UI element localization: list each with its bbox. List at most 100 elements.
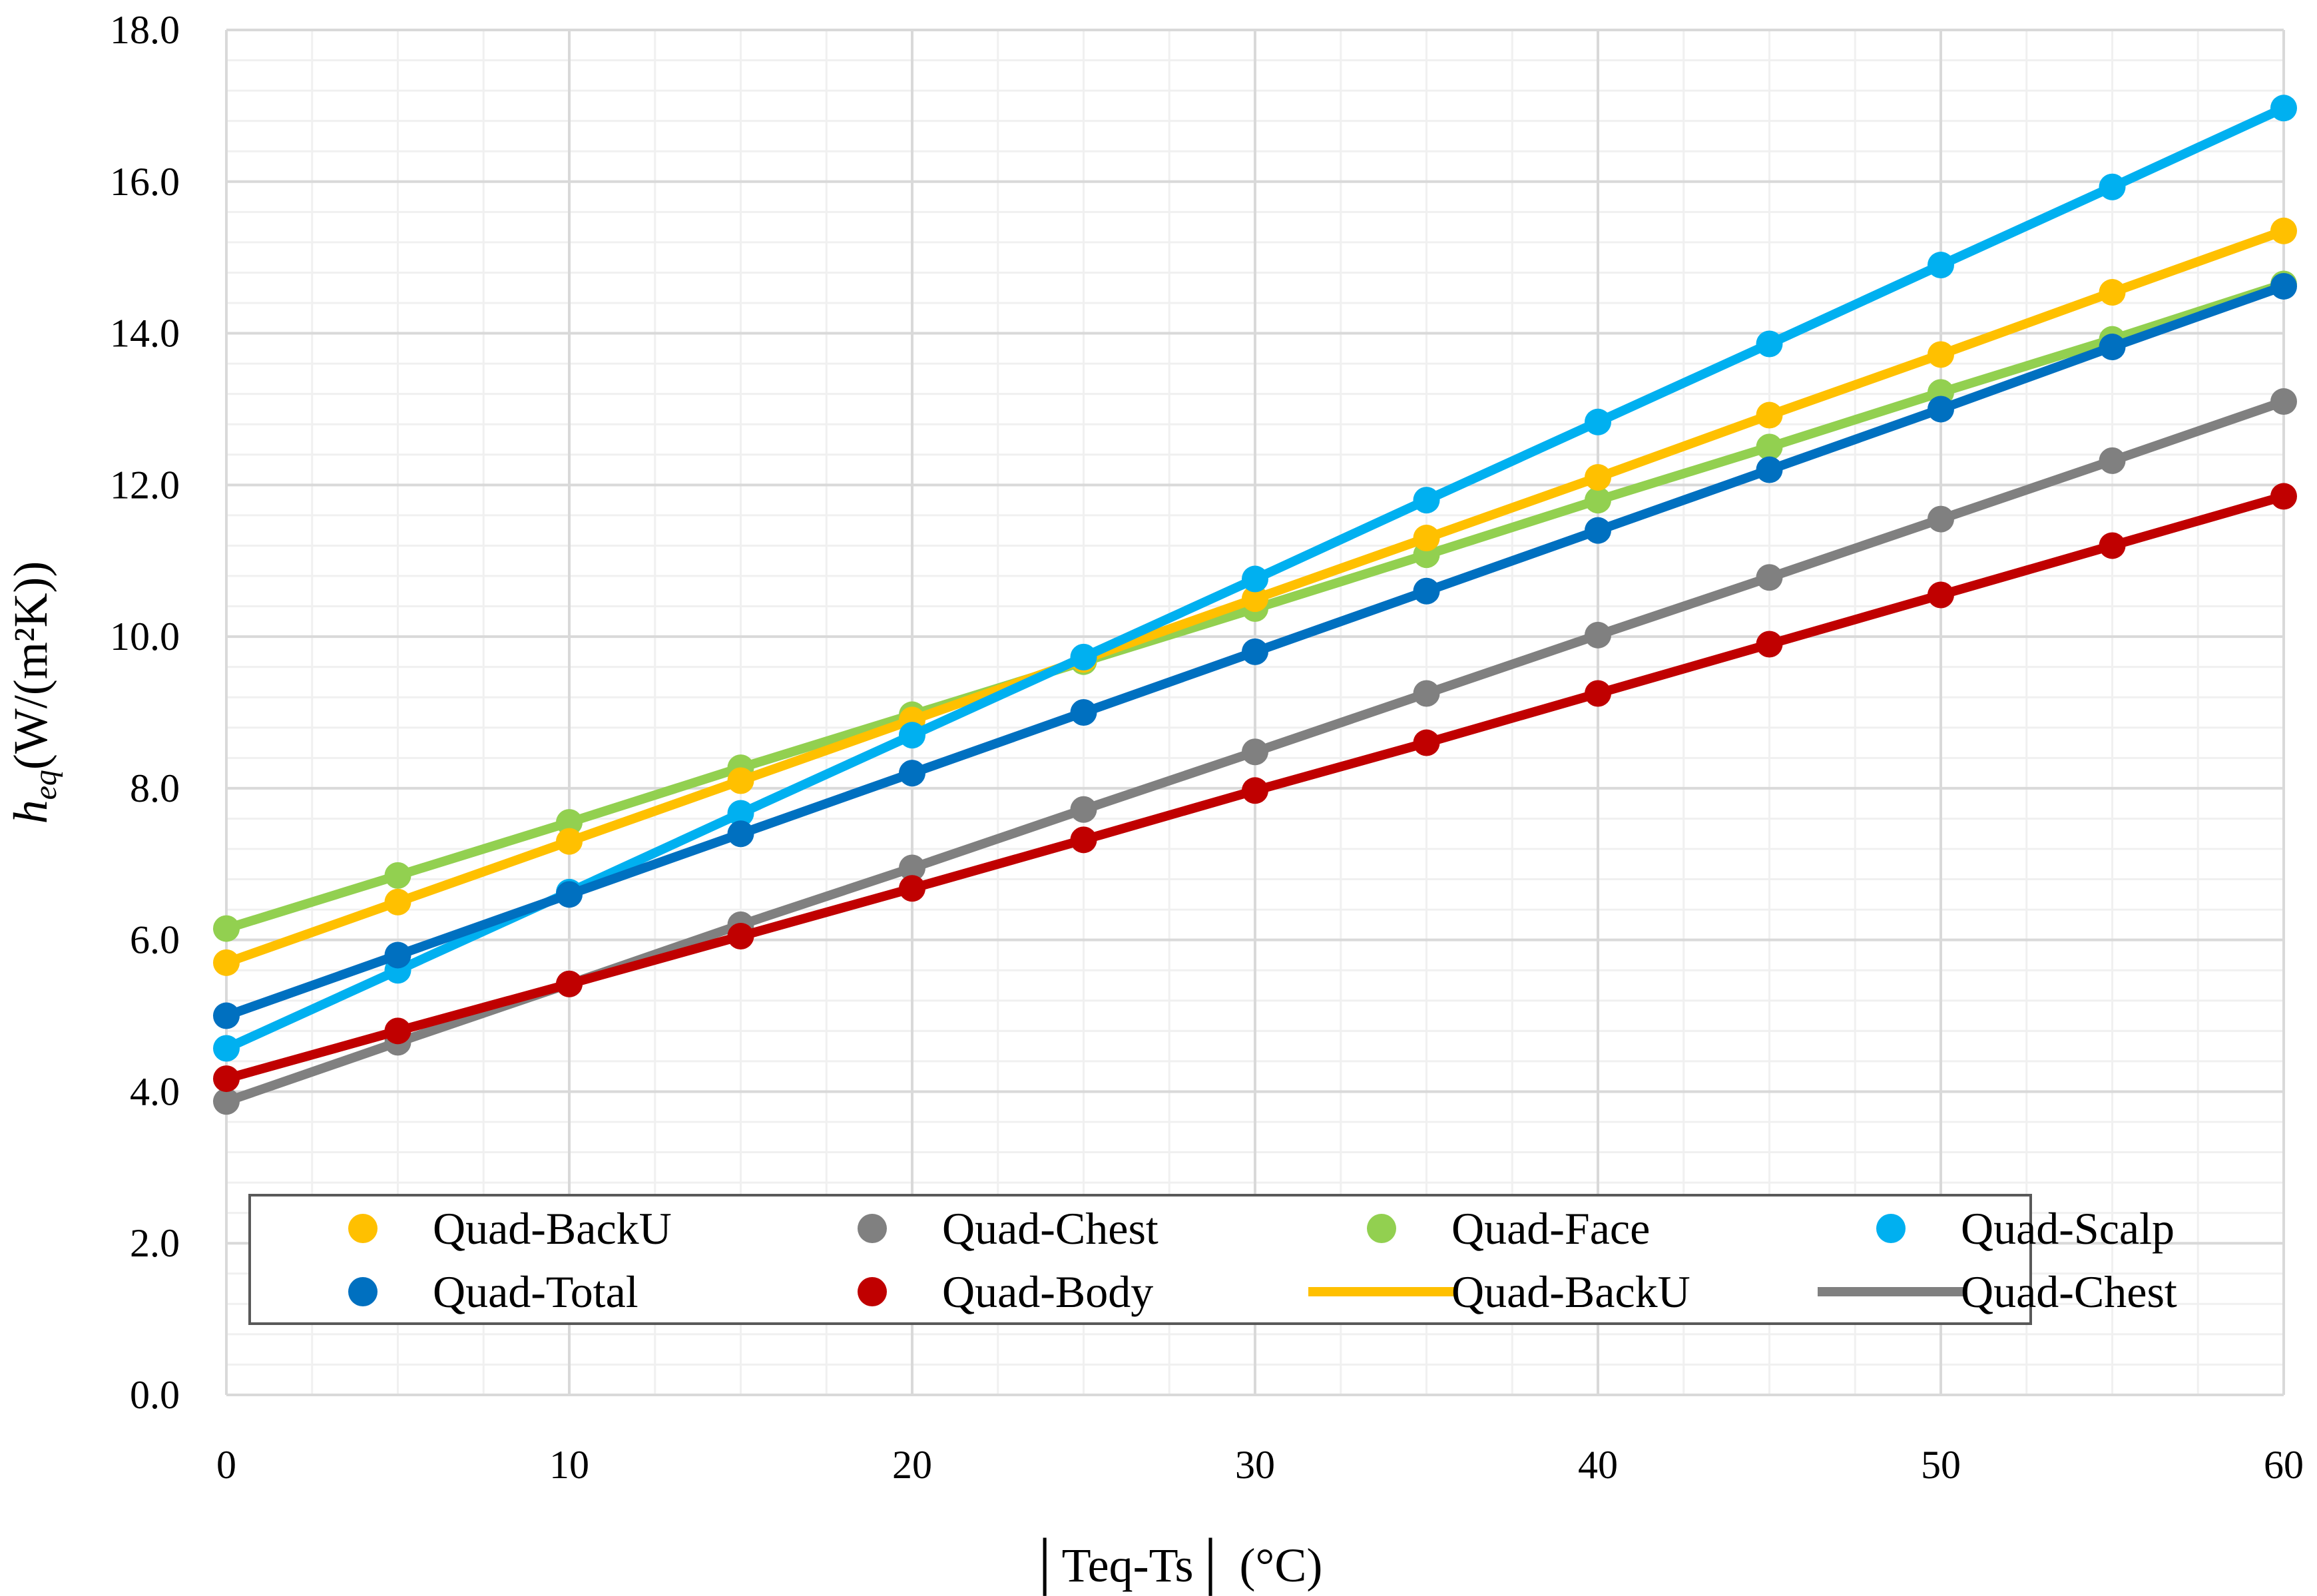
data-point [899, 760, 925, 787]
legend-label: Quad-Face [1451, 1203, 1650, 1254]
legend-item: Quad-BackU [1308, 1266, 1690, 1317]
data-point [1585, 680, 1611, 707]
y-tick-label: 0.0 [130, 1373, 180, 1417]
data-point [2099, 279, 2126, 306]
data-point [2099, 334, 2126, 361]
data-point [1070, 699, 1097, 726]
y-tick-label: 6.0 [130, 918, 180, 962]
major-gridlines [225, 29, 2285, 1396]
data-point [213, 1035, 240, 1062]
y-axis-title: heq(W/(m²K)) [4, 561, 63, 824]
x-tick-label: 0 [216, 1443, 236, 1487]
legend-item: Quad-Body [858, 1266, 1153, 1317]
data-point [556, 970, 583, 997]
data-point [1413, 680, 1440, 707]
data-point [1756, 564, 1783, 591]
data-point [1585, 517, 1611, 544]
y-tick-label: 12.0 [110, 463, 180, 507]
data-point [213, 915, 240, 942]
data-point [1070, 826, 1097, 854]
data-point [384, 862, 411, 889]
y-tick-label: 4.0 [130, 1069, 180, 1113]
data-point [727, 922, 754, 949]
data-point [899, 875, 925, 902]
data-point [2270, 388, 2297, 415]
x-tick-label: 60 [2264, 1443, 2304, 1487]
data-point [1242, 585, 1268, 613]
legend-marker [1367, 1214, 1396, 1243]
data-point [213, 949, 240, 976]
data-point [1756, 456, 1783, 483]
x-axis-title: │Teq-Ts│ (°C) [1028, 1537, 1323, 1596]
data-point [556, 881, 583, 908]
legend-label: Quad-BackU [433, 1203, 672, 1254]
legend-marker [348, 1214, 378, 1243]
data-point [1242, 777, 1268, 804]
series-quad-total [213, 272, 2297, 1029]
data-point [1242, 638, 1268, 665]
data-point [2270, 95, 2297, 122]
data-point [899, 722, 925, 749]
legend-item: Quad-Chest [1818, 1266, 2177, 1317]
legend-label: Quad-Chest [1961, 1266, 2177, 1317]
legend-label: Quad-Total [433, 1266, 639, 1317]
data-point [1070, 796, 1097, 823]
data-point [2099, 447, 2126, 474]
legend-label: Quad-BackU [1451, 1266, 1690, 1317]
data-point [556, 809, 583, 836]
x-tick-label: 10 [549, 1443, 589, 1487]
legend-label: Quad-Scalp [1961, 1203, 2175, 1254]
legend-marker [1876, 1214, 1906, 1243]
legend-marker [348, 1277, 378, 1306]
data-point [1928, 396, 1954, 423]
data-point [213, 1065, 240, 1093]
data-point [1070, 643, 1097, 670]
legend-label: Quad-Chest [942, 1203, 1158, 1254]
legend-item: Quad-Face [1367, 1203, 1650, 1254]
legend-item: Quad-Scalp [1876, 1203, 2175, 1254]
data-point [1413, 525, 1440, 552]
legend-label: Quad-Body [942, 1266, 1153, 1317]
y-tick-label: 18.0 [110, 8, 180, 52]
legend-item: Quad-BackU [348, 1203, 672, 1254]
data-point [1928, 505, 1954, 533]
data-point [556, 828, 583, 855]
x-tick-label: 20 [892, 1443, 932, 1487]
legend-marker [858, 1214, 887, 1243]
data-point [2099, 532, 2126, 559]
x-tick-label: 40 [1578, 1443, 1618, 1487]
data-point [213, 1088, 240, 1115]
data-point [1413, 729, 1440, 756]
data-point [2270, 217, 2297, 244]
legend-box [248, 1194, 2032, 1325]
data-point [727, 820, 754, 848]
legend-marker [858, 1277, 887, 1306]
data-point [213, 1002, 240, 1029]
legend-item: Quad-Total [348, 1266, 639, 1317]
y-axis-title-main: h [4, 800, 57, 824]
data-point [1585, 621, 1611, 649]
data-point [1585, 408, 1611, 435]
data-point [727, 800, 754, 827]
data-point [384, 941, 411, 969]
data-point [727, 767, 754, 794]
data-point [1413, 577, 1440, 605]
data-point [1756, 433, 1783, 461]
data-point [384, 1017, 411, 1045]
y-tick-label: 16.0 [110, 160, 180, 204]
data-point [1756, 401, 1783, 429]
x-tick-labels: 0 10 20 30 40 50 60 [216, 1443, 2304, 1487]
data-point [1928, 341, 1954, 368]
data-point [1585, 463, 1611, 491]
y-tick-labels: 0.0 2.0 4.0 6.0 8.0 10.0 12.0 14.0 16.0 18.0 [110, 8, 180, 1417]
data-point [2270, 272, 2297, 300]
data-point [899, 854, 925, 882]
data-point [1242, 738, 1268, 766]
y-axis-title-sub: eq [28, 770, 63, 800]
data-point [1413, 487, 1440, 514]
y-tick-label: 8.0 [130, 766, 180, 810]
x-tick-label: 50 [1921, 1443, 1961, 1487]
series-quad-body [213, 483, 2297, 1093]
y-tick-label: 10.0 [110, 615, 180, 659]
